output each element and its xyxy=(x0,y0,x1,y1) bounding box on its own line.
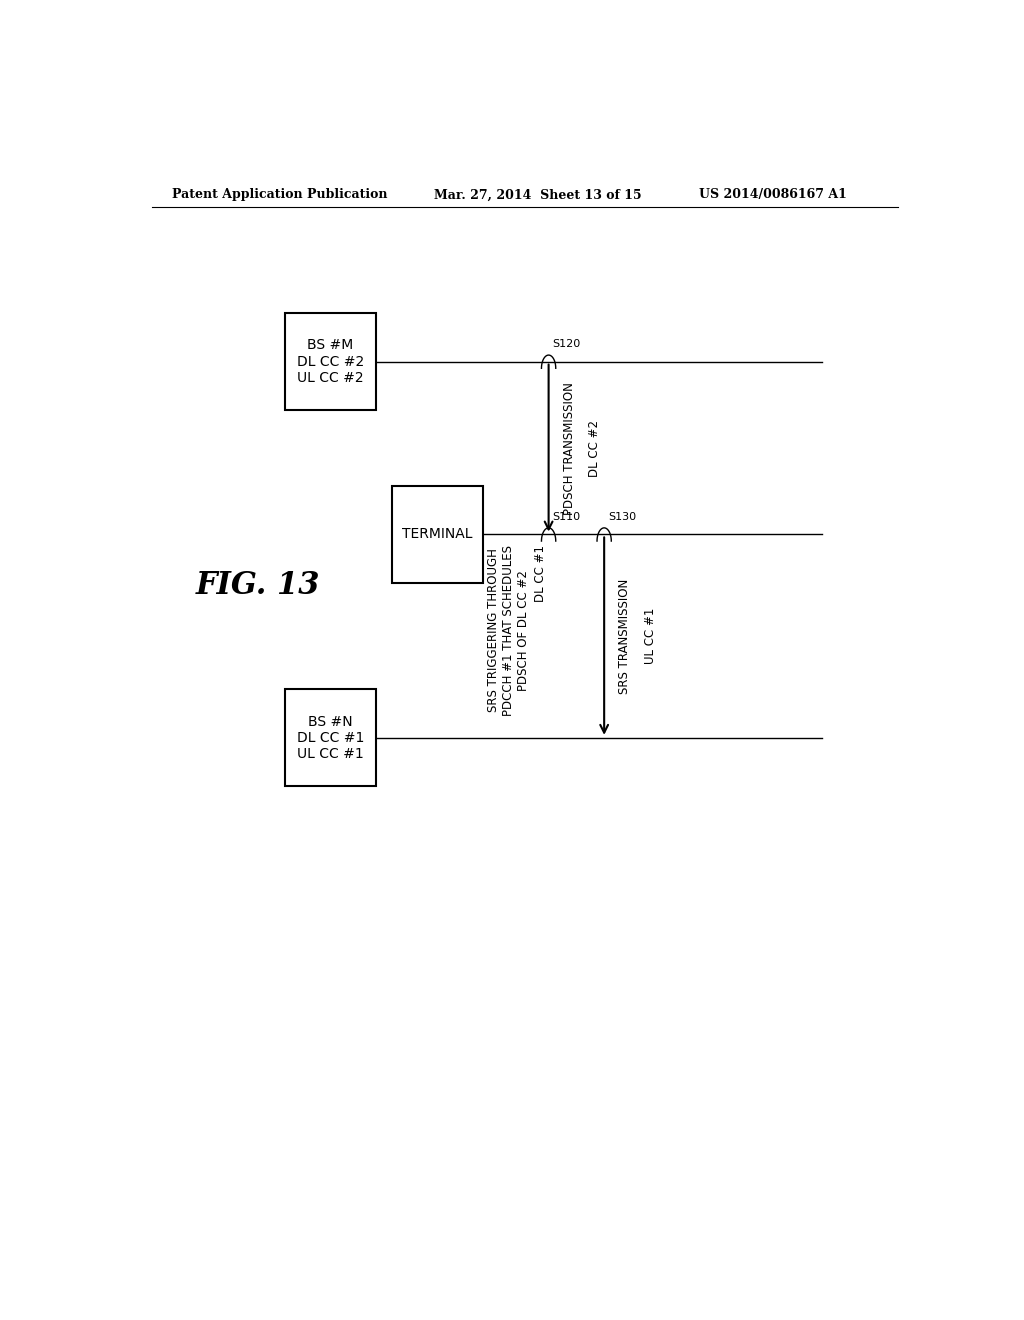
Text: UL CC #1: UL CC #1 xyxy=(644,609,656,664)
Text: US 2014/0086167 A1: US 2014/0086167 A1 xyxy=(699,189,847,202)
FancyBboxPatch shape xyxy=(285,689,376,785)
Text: BS #M
DL CC #2
UL CC #2: BS #M DL CC #2 UL CC #2 xyxy=(297,338,364,385)
Text: FIG. 13: FIG. 13 xyxy=(196,570,319,601)
FancyBboxPatch shape xyxy=(392,486,483,582)
Text: DL CC #2: DL CC #2 xyxy=(588,420,601,477)
Text: S130: S130 xyxy=(608,512,636,523)
Text: PDSCH TRANSMISSION: PDSCH TRANSMISSION xyxy=(563,381,575,515)
FancyBboxPatch shape xyxy=(285,313,376,411)
Text: BS #N
DL CC #1
UL CC #1: BS #N DL CC #1 UL CC #1 xyxy=(297,714,365,760)
Text: S120: S120 xyxy=(553,339,581,350)
Text: SRS TRIGGERING THROUGH
PDCCH #1 THAT SCHEDULES
PDSCH OF DL CC #2: SRS TRIGGERING THROUGH PDCCH #1 THAT SCH… xyxy=(487,545,530,715)
Text: TERMINAL: TERMINAL xyxy=(402,528,473,541)
Text: S110: S110 xyxy=(553,512,581,523)
Text: DL CC #1: DL CC #1 xyxy=(535,545,547,602)
Text: Mar. 27, 2014  Sheet 13 of 15: Mar. 27, 2014 Sheet 13 of 15 xyxy=(433,189,641,202)
Text: SRS TRANSMISSION: SRS TRANSMISSION xyxy=(618,578,632,694)
Text: Patent Application Publication: Patent Application Publication xyxy=(172,189,387,202)
